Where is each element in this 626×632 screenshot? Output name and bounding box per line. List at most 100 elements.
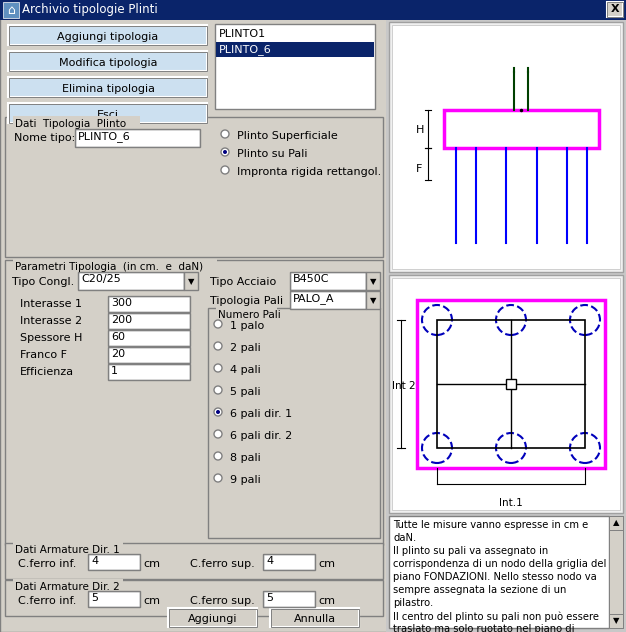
Text: corrispondenza di un nodo della griglia del: corrispondenza di un nodo della griglia … bbox=[393, 559, 607, 569]
Bar bbox=[9, 78, 207, 97]
Bar bbox=[8, 77, 207, 97]
Circle shape bbox=[214, 408, 222, 416]
Bar bbox=[108, 296, 190, 312]
Bar bbox=[3, 2, 19, 18]
Bar bbox=[5, 117, 383, 257]
Text: Il centro del plinto su pali non può essere: Il centro del plinto su pali non può ess… bbox=[393, 611, 599, 621]
Text: C.ferro sup.: C.ferro sup. bbox=[190, 559, 255, 569]
Bar bbox=[108, 296, 190, 312]
Text: 4: 4 bbox=[91, 556, 98, 566]
Bar bbox=[263, 591, 315, 607]
Bar bbox=[8, 77, 208, 98]
Bar bbox=[108, 330, 190, 346]
Text: Interasse 2: Interasse 2 bbox=[20, 316, 82, 326]
Bar bbox=[291, 292, 365, 308]
Text: 8 pali: 8 pali bbox=[230, 453, 261, 463]
Bar bbox=[386, 0, 626, 632]
Text: Nome tipo:: Nome tipo: bbox=[14, 133, 75, 143]
Bar bbox=[89, 555, 139, 569]
Bar bbox=[169, 609, 257, 627]
Bar bbox=[270, 608, 360, 628]
Text: ⌂: ⌂ bbox=[7, 4, 15, 16]
Bar bbox=[216, 42, 374, 57]
Bar bbox=[88, 591, 140, 607]
Text: ▲: ▲ bbox=[613, 518, 619, 527]
Text: Dati Armature Dir. 1: Dati Armature Dir. 1 bbox=[15, 545, 120, 555]
Bar bbox=[109, 331, 189, 345]
Text: C20/25: C20/25 bbox=[81, 274, 121, 284]
Bar bbox=[9, 104, 207, 123]
Text: 9 pali: 9 pali bbox=[230, 475, 261, 485]
Bar bbox=[208, 308, 380, 538]
Bar bbox=[88, 554, 140, 570]
Text: Tipo Acciaio: Tipo Acciaio bbox=[210, 277, 276, 287]
Text: 6 pali dir. 1: 6 pali dir. 1 bbox=[230, 409, 292, 419]
Text: Aggiungi tipologia: Aggiungi tipologia bbox=[58, 32, 158, 42]
Bar bbox=[108, 330, 190, 346]
Text: ▼: ▼ bbox=[370, 296, 376, 305]
Bar bbox=[88, 554, 140, 570]
Text: Franco F: Franco F bbox=[20, 350, 67, 360]
Bar bbox=[13, 116, 140, 126]
Bar bbox=[366, 272, 380, 290]
Text: cm: cm bbox=[318, 559, 335, 569]
Bar bbox=[290, 291, 366, 309]
Text: ▼: ▼ bbox=[370, 277, 376, 286]
Text: H: H bbox=[416, 125, 424, 135]
Bar bbox=[290, 272, 366, 290]
Text: ▼: ▼ bbox=[613, 616, 619, 625]
Text: traslato ma solo ruotato nel piano di: traslato ma solo ruotato nel piano di bbox=[393, 624, 575, 632]
Bar bbox=[607, 2, 623, 17]
Text: Dati Armature Dir. 2: Dati Armature Dir. 2 bbox=[15, 582, 120, 592]
Bar bbox=[168, 608, 257, 627]
Text: B450C: B450C bbox=[293, 274, 329, 284]
Text: Int 2: Int 2 bbox=[392, 381, 416, 391]
Bar bbox=[9, 52, 207, 71]
Bar bbox=[13, 579, 123, 589]
Text: C.ferro sup.: C.ferro sup. bbox=[190, 596, 255, 606]
Bar bbox=[607, 2, 623, 17]
Text: PLINTO_6: PLINTO_6 bbox=[78, 131, 131, 142]
Text: ▼: ▼ bbox=[188, 277, 194, 286]
Bar bbox=[271, 609, 359, 627]
Text: daN.: daN. bbox=[393, 533, 416, 543]
Text: cm: cm bbox=[143, 596, 160, 606]
Circle shape bbox=[214, 386, 222, 394]
Text: Numero Pali: Numero Pali bbox=[218, 310, 280, 320]
Bar bbox=[263, 554, 315, 570]
Text: PLINTO_6: PLINTO_6 bbox=[219, 44, 272, 55]
Bar bbox=[8, 51, 207, 71]
Bar bbox=[108, 347, 190, 363]
Text: Efficienza: Efficienza bbox=[20, 367, 74, 377]
Circle shape bbox=[221, 166, 229, 174]
Bar bbox=[76, 130, 199, 146]
Circle shape bbox=[214, 430, 222, 438]
Bar bbox=[290, 291, 366, 309]
Bar bbox=[8, 103, 207, 123]
Text: X: X bbox=[611, 4, 619, 14]
Circle shape bbox=[216, 410, 220, 414]
Bar bbox=[270, 608, 359, 627]
Bar bbox=[264, 592, 314, 606]
Text: sempre assegnata la sezione di un: sempre assegnata la sezione di un bbox=[393, 585, 567, 595]
Bar bbox=[264, 555, 314, 569]
Circle shape bbox=[214, 364, 222, 372]
Circle shape bbox=[570, 433, 600, 463]
Text: Tutte le misure vanno espresse in cm e: Tutte le misure vanno espresse in cm e bbox=[393, 520, 588, 530]
Bar bbox=[89, 592, 139, 606]
Text: 20: 20 bbox=[111, 349, 125, 359]
Text: cm: cm bbox=[318, 596, 335, 606]
Text: pilastro.: pilastro. bbox=[393, 598, 433, 608]
Bar bbox=[437, 320, 585, 448]
Text: Plinto su Pali: Plinto su Pali bbox=[237, 149, 307, 159]
Bar bbox=[109, 365, 189, 379]
Text: Elimina tipologia: Elimina tipologia bbox=[61, 83, 155, 94]
Text: 5: 5 bbox=[266, 593, 273, 603]
Bar bbox=[108, 313, 190, 329]
Bar bbox=[8, 25, 207, 45]
Bar bbox=[8, 103, 208, 124]
Circle shape bbox=[496, 305, 526, 335]
Bar bbox=[389, 275, 623, 513]
Text: Interasse 1: Interasse 1 bbox=[20, 299, 82, 309]
Bar bbox=[444, 110, 599, 148]
